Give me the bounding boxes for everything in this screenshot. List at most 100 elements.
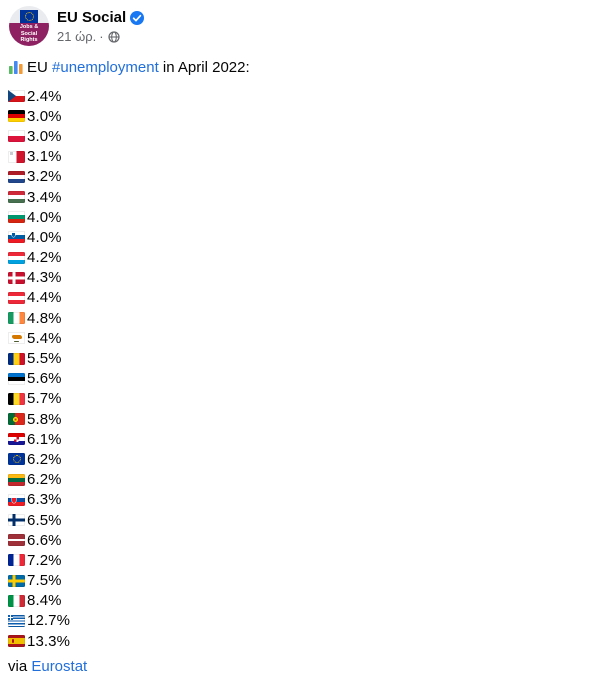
list-item: 5.8% bbox=[8, 409, 615, 429]
timestamp-link[interactable]: 21 ώρ. bbox=[57, 29, 97, 44]
country-flag-icon bbox=[8, 614, 25, 627]
list-item: 5.5% bbox=[8, 348, 615, 368]
country-flag-icon bbox=[8, 534, 25, 547]
country-flag-icon bbox=[8, 150, 25, 163]
country-flag-icon bbox=[8, 110, 25, 123]
list-item: 4.0% bbox=[8, 227, 615, 247]
intro-prefix: EU bbox=[27, 59, 53, 76]
verified-badge-icon bbox=[130, 10, 145, 25]
unemployment-value: 12.7% bbox=[27, 612, 71, 630]
eurostat-link[interactable]: Eurostat bbox=[31, 658, 88, 676]
country-flag-icon bbox=[8, 594, 25, 607]
list-item: 5.6% bbox=[8, 369, 615, 389]
list-item: 6.2% bbox=[8, 449, 615, 469]
country-flag-icon bbox=[8, 170, 25, 183]
unemployment-value: 4.2% bbox=[27, 249, 62, 267]
list-item: 7.2% bbox=[8, 550, 615, 570]
country-flag-icon bbox=[8, 291, 25, 304]
unemployment-value: 6.6% bbox=[27, 531, 62, 549]
country-flag-icon bbox=[8, 413, 25, 426]
list-item: 6.1% bbox=[8, 429, 615, 449]
list-item: 4.8% bbox=[8, 308, 615, 328]
list-item: 3.2% bbox=[8, 167, 615, 187]
list-item: 3.0% bbox=[8, 126, 615, 146]
list-item: 7.5% bbox=[8, 571, 615, 591]
unemployment-value: 5.4% bbox=[27, 329, 62, 347]
unemployment-value: 5.5% bbox=[27, 350, 62, 368]
globe-icon bbox=[107, 31, 120, 43]
country-flag-icon bbox=[8, 211, 25, 224]
unemployment-value: 3.0% bbox=[27, 127, 62, 145]
post-footer: via Eurostat bbox=[8, 657, 615, 677]
eu-flag-icon bbox=[20, 10, 38, 23]
country-flag-icon bbox=[8, 554, 25, 567]
unemployment-value: 4.0% bbox=[27, 208, 62, 226]
intro-suffix: in April 2022: bbox=[158, 59, 250, 76]
list-item: 13.3% bbox=[8, 631, 615, 651]
unemployment-value: 6.2% bbox=[27, 471, 62, 489]
list-item: 4.2% bbox=[8, 248, 615, 268]
list-item: 3.4% bbox=[8, 187, 615, 207]
list-item: 4.3% bbox=[8, 268, 615, 288]
list-item: 6.6% bbox=[8, 530, 615, 550]
list-item: 4.4% bbox=[8, 288, 615, 308]
country-flag-icon bbox=[8, 392, 25, 405]
unemployment-value: 6.2% bbox=[27, 450, 62, 468]
country-flag-icon bbox=[8, 191, 25, 204]
country-flag-icon bbox=[8, 352, 25, 365]
page-name-link[interactable]: EU Social bbox=[57, 9, 127, 26]
country-flag-icon bbox=[8, 473, 25, 486]
country-flag-icon bbox=[8, 514, 25, 527]
country-flag-icon bbox=[8, 493, 25, 506]
list-item: 3.1% bbox=[8, 147, 615, 167]
country-flag-icon bbox=[8, 574, 25, 587]
footer-prefix: via bbox=[8, 658, 32, 676]
country-flag-icon bbox=[8, 271, 25, 284]
unemployment-value: 3.0% bbox=[27, 107, 62, 125]
country-flag-icon bbox=[8, 251, 25, 264]
post-header: Jobs & Social Rights EU Social 21 ώρ. · bbox=[0, 0, 615, 46]
list-item: 2.4% bbox=[8, 86, 615, 106]
bar-chart-icon bbox=[9, 61, 23, 74]
country-flag-icon bbox=[8, 372, 25, 385]
unemployment-value: 3.4% bbox=[27, 188, 62, 206]
list-item: 5.7% bbox=[8, 389, 615, 409]
unemployment-value: 7.5% bbox=[27, 572, 62, 590]
unemployment-value: 3.1% bbox=[27, 148, 62, 166]
list-item: 3.0% bbox=[8, 106, 615, 126]
unemployment-value: 5.6% bbox=[27, 370, 62, 388]
list-item: 4.0% bbox=[8, 207, 615, 227]
header-text: EU Social 21 ώρ. · bbox=[57, 6, 145, 45]
meta-separator: · bbox=[99, 29, 104, 44]
avatar-label: Jobs & Social Rights bbox=[9, 23, 49, 46]
unemployment-value: 6.1% bbox=[27, 430, 62, 448]
country-flag-icon bbox=[8, 453, 25, 466]
unemployment-value: 2.4% bbox=[27, 87, 62, 105]
post-intro: EU #unemployment in April 2022: bbox=[8, 58, 615, 78]
country-flag-icon bbox=[8, 332, 25, 345]
unemployment-value: 4.3% bbox=[27, 269, 62, 287]
unemployment-value: 13.3% bbox=[27, 632, 71, 650]
country-flag-icon bbox=[8, 312, 25, 325]
unemployment-value: 4.0% bbox=[27, 228, 62, 246]
country-flag-icon bbox=[8, 90, 25, 103]
unemployment-value: 8.4% bbox=[27, 592, 62, 610]
unemployment-value: 4.4% bbox=[27, 289, 62, 307]
unemployment-value: 6.5% bbox=[27, 511, 62, 529]
unemployment-value: 6.3% bbox=[27, 491, 62, 509]
country-flag-icon bbox=[8, 433, 25, 446]
unemployment-value: 7.2% bbox=[27, 551, 62, 569]
list-item: 6.2% bbox=[8, 470, 615, 490]
country-flag-icon bbox=[8, 231, 25, 244]
unemployment-value: 5.7% bbox=[27, 390, 62, 408]
unemployment-list: 2.4% 3.0% 3.0% 3.1% 3.2% bbox=[8, 86, 615, 651]
country-flag-icon bbox=[8, 635, 25, 648]
hashtag-unemployment-link[interactable]: #unemployment bbox=[52, 59, 159, 76]
list-item: 12.7% bbox=[8, 611, 615, 631]
avatar[interactable]: Jobs & Social Rights bbox=[9, 6, 49, 46]
country-flag-icon bbox=[8, 130, 25, 143]
unemployment-value: 3.2% bbox=[27, 168, 62, 186]
list-item: 8.4% bbox=[8, 591, 615, 611]
list-item: 5.4% bbox=[8, 328, 615, 348]
